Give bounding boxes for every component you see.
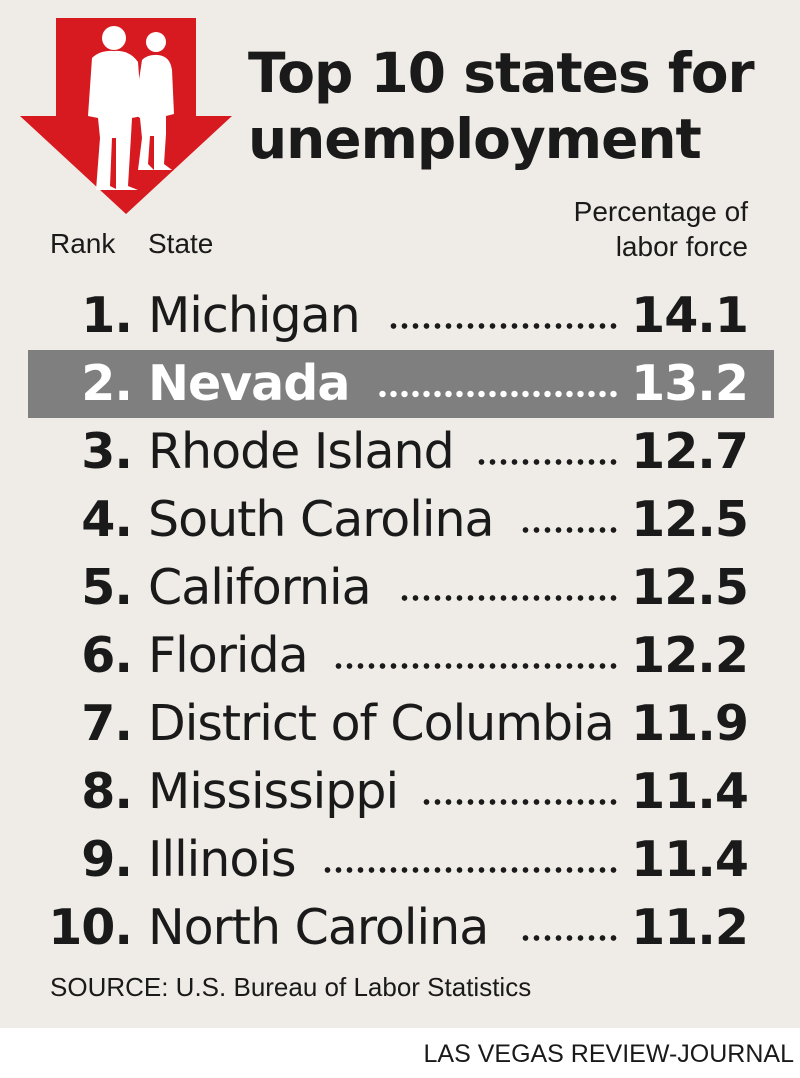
row-state: Mississippi bbox=[148, 763, 399, 820]
dot-leader bbox=[399, 592, 619, 604]
table-row: 1. Michigan 14.1 bbox=[0, 282, 800, 350]
dot-leader bbox=[377, 388, 619, 400]
row-rank: 3. bbox=[81, 423, 133, 480]
row-rank: 9. bbox=[81, 831, 133, 888]
row-value: 12.2 bbox=[631, 627, 749, 684]
title-line-2: unemployment bbox=[248, 107, 702, 171]
row-value: 11.4 bbox=[631, 831, 749, 888]
table-row: 4. South Carolina 12.5 bbox=[0, 486, 800, 554]
row-rank: 8. bbox=[81, 763, 133, 820]
publication-credit: LAS VEGAS REVIEW-JOURNAL bbox=[423, 1040, 794, 1068]
row-rank: 7. bbox=[81, 695, 133, 752]
row-value: 12.5 bbox=[631, 491, 749, 548]
row-rank: 4. bbox=[81, 491, 133, 548]
row-value: 11.2 bbox=[631, 899, 749, 956]
row-state: California bbox=[148, 559, 372, 616]
table-row: 8. Mississippi 11.4 bbox=[0, 758, 800, 826]
table-row: 7. District of Columbia 11.9 bbox=[0, 690, 800, 758]
percentage-header-line-1: Percentage of bbox=[573, 196, 748, 227]
row-value: 11.4 bbox=[631, 763, 749, 820]
row-rank: 10. bbox=[48, 899, 133, 956]
table-row: 3. Rhode Island 12.7 bbox=[0, 418, 800, 486]
chart-title: Top 10 states for unemployment bbox=[248, 40, 788, 172]
row-rank: 6. bbox=[81, 627, 133, 684]
down-arrow-icon bbox=[20, 18, 232, 218]
row-value: 13.2 bbox=[631, 355, 749, 412]
table-row: 5. California 12.5 bbox=[0, 554, 800, 622]
dot-leader bbox=[333, 660, 619, 672]
row-state: Michigan bbox=[148, 287, 361, 344]
infographic-panel: Top 10 states for unemployment Rank Stat… bbox=[0, 0, 800, 1028]
table-row: 10. North Carolina 11.2 bbox=[0, 894, 800, 962]
table-row: 6. Florida 12.2 bbox=[0, 622, 800, 690]
dot-leader bbox=[322, 864, 619, 876]
highlight-band bbox=[28, 350, 774, 418]
state-column-header: State bbox=[148, 228, 214, 259]
row-value: 12.5 bbox=[631, 559, 749, 616]
row-state: North Carolina bbox=[148, 899, 489, 956]
row-state: District of Columbia bbox=[148, 695, 615, 752]
percentage-column-header: Percentage of labor force bbox=[574, 194, 748, 264]
rank-column-header: Rank bbox=[50, 228, 116, 259]
percentage-header-line-2: labor force bbox=[615, 231, 748, 262]
row-value: 11.9 bbox=[631, 695, 749, 752]
row-state: Rhode Island bbox=[148, 423, 455, 480]
row-value: 12.7 bbox=[631, 423, 749, 480]
people-silhouette-icon bbox=[20, 18, 232, 214]
row-state: Illinois bbox=[148, 831, 296, 888]
table-row: 9. Illinois 11.4 bbox=[0, 826, 800, 894]
title-line-1: Top 10 states for bbox=[248, 41, 755, 105]
dot-leader bbox=[421, 796, 619, 808]
row-state: South Carolina bbox=[148, 491, 495, 548]
row-rank: 1. bbox=[81, 287, 133, 344]
dot-leader bbox=[520, 932, 619, 944]
row-state: Nevada bbox=[148, 355, 350, 412]
dot-leader bbox=[520, 524, 619, 536]
source-note: SOURCE: U.S. Bureau of Labor Statistics bbox=[50, 972, 532, 1002]
row-rank: 5. bbox=[81, 559, 133, 616]
row-value: 14.1 bbox=[631, 287, 749, 344]
row-rank: 2. bbox=[81, 355, 133, 412]
row-state: Florida bbox=[148, 627, 309, 684]
dot-leader bbox=[388, 320, 619, 332]
table-row: 2. Nevada 13.2 bbox=[0, 350, 800, 418]
dot-leader bbox=[476, 456, 619, 468]
ranking-table: 1. Michigan 14.1 2. Nevada 13.2 3. Rhode Island… bbox=[0, 282, 800, 962]
